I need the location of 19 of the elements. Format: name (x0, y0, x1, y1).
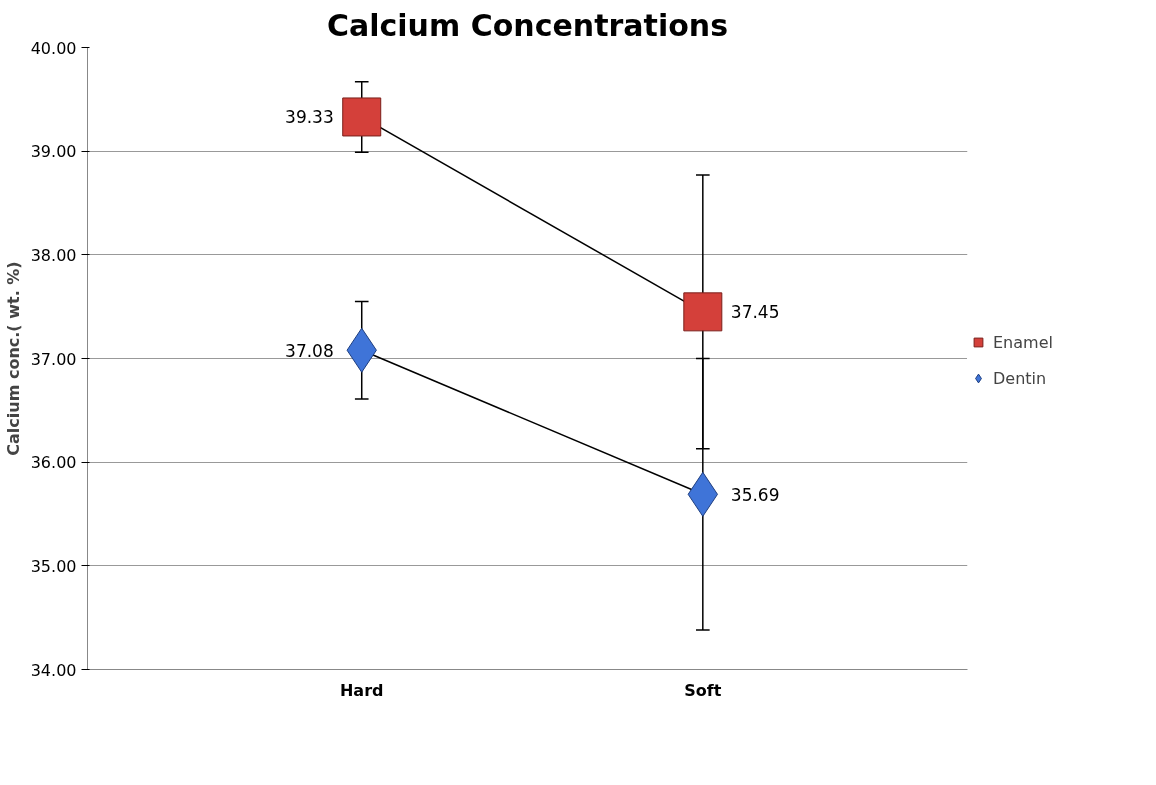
data-label: 39.33 (285, 107, 334, 128)
legend-label: Dentin (993, 368, 1047, 388)
y-tick-label: 34.00 (30, 660, 77, 680)
x-tick-label: Hard (339, 680, 384, 700)
data-label: 35.69 (730, 484, 780, 505)
legend-label: Enamel (993, 332, 1053, 352)
data-label: 37.08 (285, 340, 334, 361)
data-label: 37.45 (730, 302, 780, 323)
y-tick-label: 40.00 (30, 38, 77, 58)
point (683, 292, 723, 332)
y-tick-label: 36.00 (30, 453, 77, 473)
y-tick-label: 39.00 (30, 142, 77, 162)
y-tick-label: 35.00 (30, 556, 77, 576)
chart-title: Calcium Concentrations (327, 7, 728, 43)
x-tick-label: Soft (684, 680, 722, 700)
y-axis-title: Calcium conc.( wt. %) (3, 261, 23, 456)
y-tick-label: 38.00 (30, 245, 77, 265)
y-tick-label: 37.00 (30, 349, 77, 369)
point (342, 97, 382, 137)
